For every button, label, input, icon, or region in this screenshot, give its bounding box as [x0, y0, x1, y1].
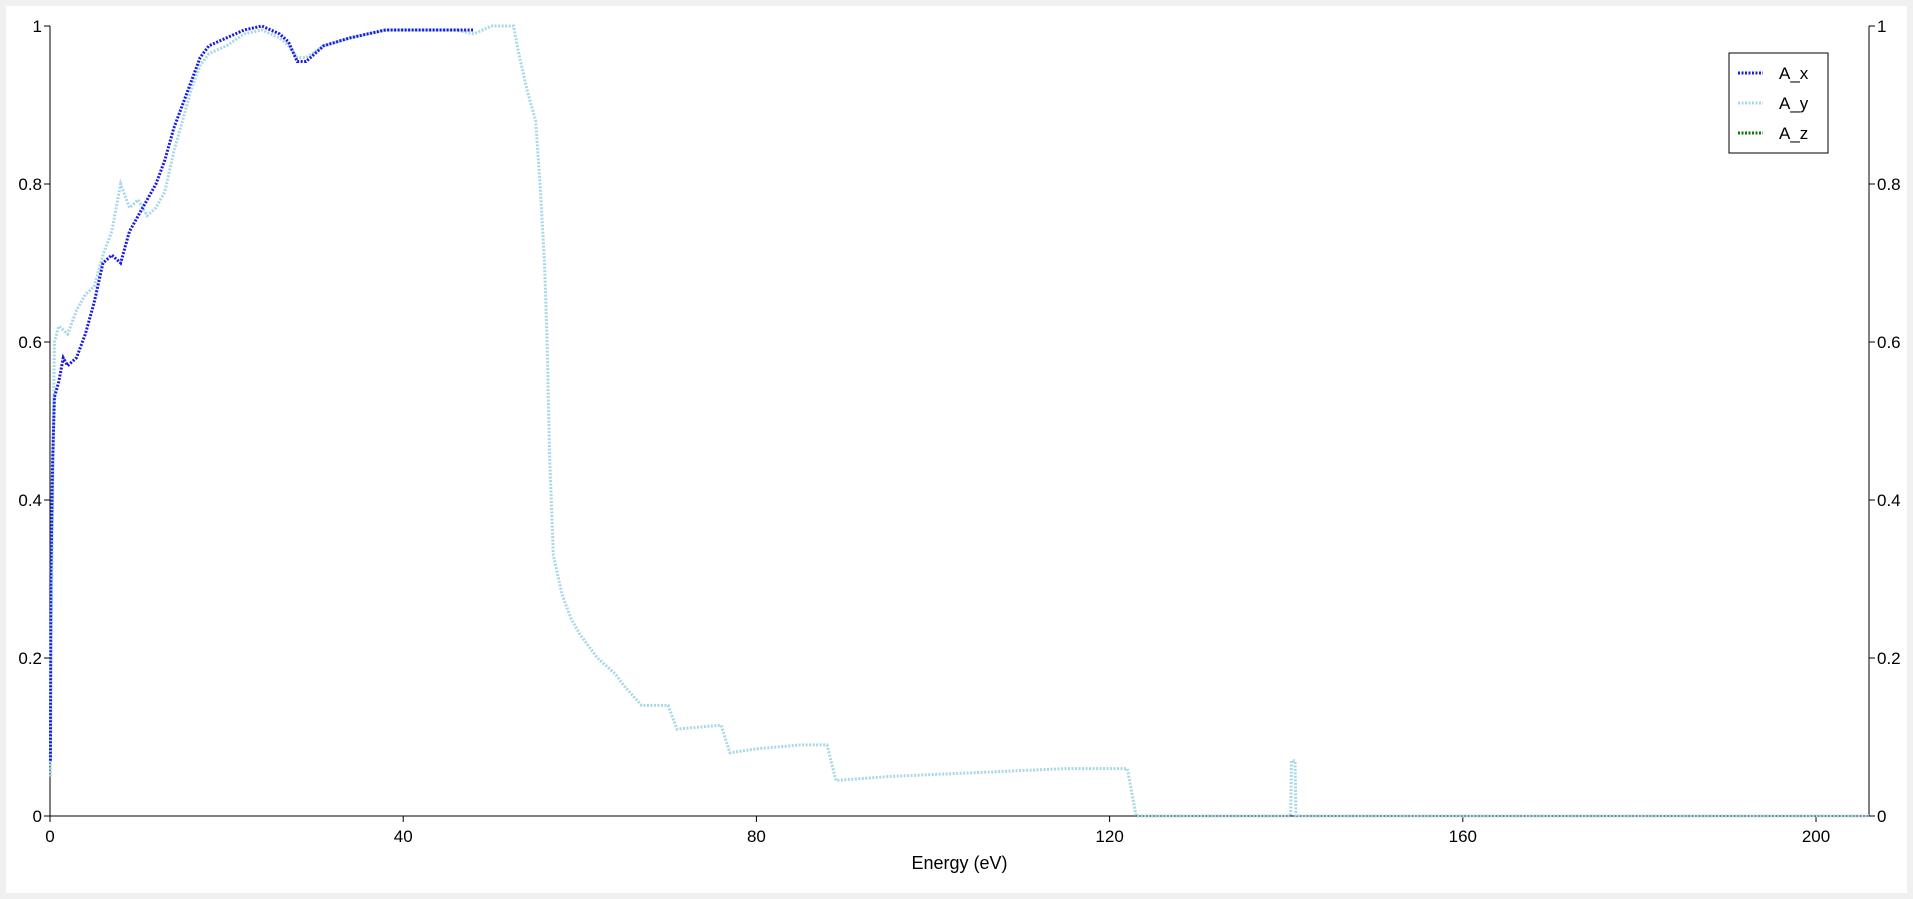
x-axis-title: Energy (eV)	[911, 853, 1007, 873]
x-tick-label: 200	[1802, 827, 1830, 846]
y-tick-label-right: 0.8	[1877, 175, 1901, 194]
x-tick-label: 120	[1095, 827, 1123, 846]
y-tick-label-right: 0.2	[1877, 649, 1901, 668]
chart-panel: 0 40 80 120 160 200 0 0 0.2 0.2 0.4 0.4 0.6 0.6 0.8 0.8…	[6, 6, 1907, 893]
y-tick-label-left: 1	[33, 17, 42, 36]
legend-label-a-z: A_z	[1779, 124, 1808, 143]
series-line-a-x	[48, 24, 474, 761]
y-tick-label-left: 0.2	[18, 649, 42, 668]
legend-label-a-x: A_x	[1779, 64, 1809, 83]
x-tick-label: 160	[1449, 827, 1477, 846]
x-tick-label: 40	[394, 827, 413, 846]
x-tick-label: 80	[747, 827, 766, 846]
x-tick-label: 0	[45, 827, 54, 846]
legend: A_x A_y A_z	[1728, 52, 1829, 154]
y-tick-label-left: 0	[33, 807, 42, 826]
y-tick-label-right: 0.4	[1877, 491, 1901, 510]
y-tick-label-left: 0.6	[18, 333, 42, 352]
y-tick-label-left: 0.4	[18, 491, 42, 510]
y-tick-label-right: 1	[1877, 17, 1886, 36]
series-line-a-y	[48, 24, 1869, 818]
series-layer	[48, 24, 1869, 818]
y-tick-label-left: 0.8	[18, 175, 42, 194]
legend-label-a-y: A_y	[1779, 94, 1809, 113]
y-tick-label-right: 0.6	[1877, 333, 1901, 352]
y-tick-label-right: 0	[1877, 807, 1886, 826]
